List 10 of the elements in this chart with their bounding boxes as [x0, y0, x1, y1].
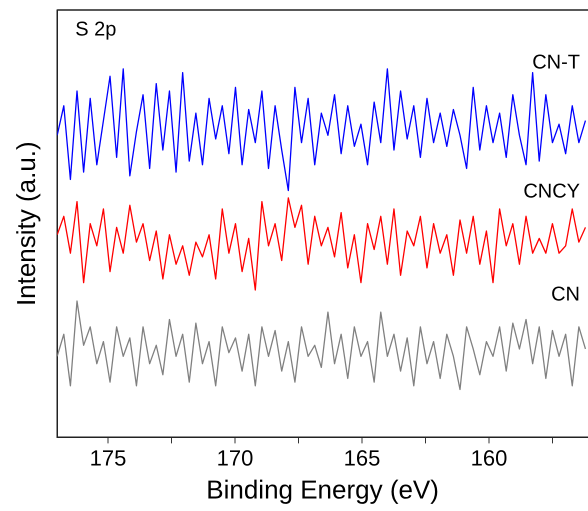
x-tick-label: 175 [90, 446, 126, 471]
x-axis-title: Binding Energy (eV) [206, 474, 439, 505]
chart-title: S 2p [75, 18, 116, 41]
x-tick-label: 165 [344, 446, 380, 471]
series-label: CNCY [523, 180, 580, 202]
x-tick-label: 170 [216, 446, 254, 471]
x-tick-label: 160 [470, 446, 508, 471]
series-label: CN [551, 284, 580, 306]
y-axis-title: Intensity (a.u.) [10, 141, 41, 306]
series-label: CN-T [532, 51, 580, 74]
